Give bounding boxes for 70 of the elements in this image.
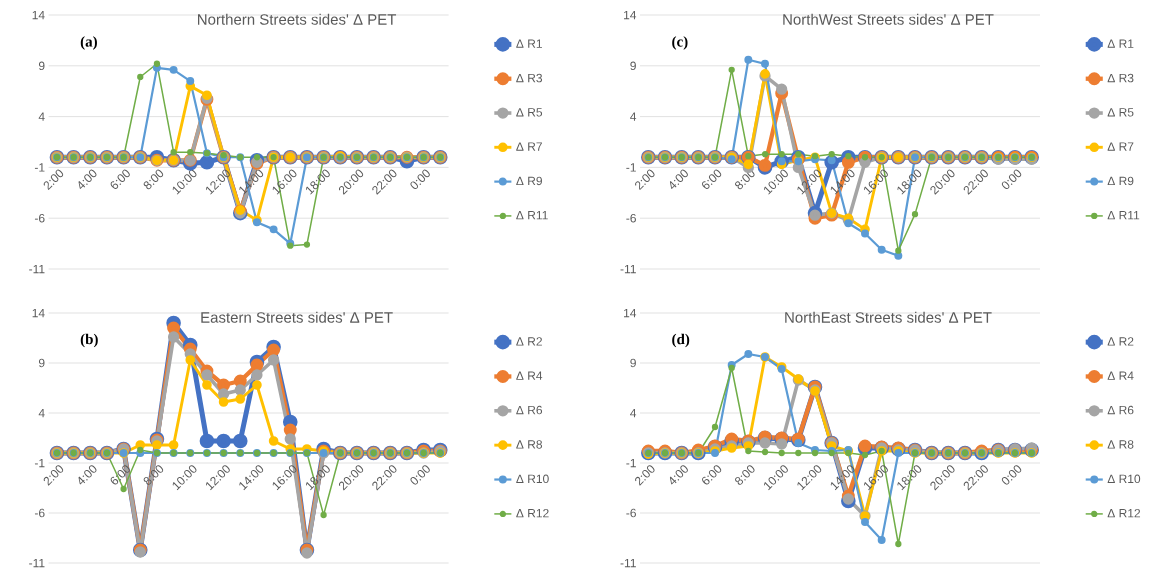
legend-label: Δ R8: [1107, 440, 1134, 449]
y-tick-label: -11: [29, 558, 45, 568]
x-tick-label: 0:00: [1001, 465, 1022, 485]
legend-label: Δ R4: [516, 371, 543, 380]
y-tick-label: -1: [34, 163, 45, 172]
legend-label: Δ R7: [516, 142, 542, 151]
chart-title: Northern Streets sides' Δ PET: [198, 13, 397, 25]
x-tick-label: 6:00: [110, 465, 130, 485]
y-tick-label: 9: [630, 358, 636, 368]
annotation: (a): [80, 36, 97, 50]
y-tick-label: -6: [626, 213, 636, 223]
legend-label: Δ R5: [516, 108, 543, 117]
legend-label: Δ R12: [516, 508, 549, 518]
y-tick-label: 9: [38, 61, 45, 71]
x-tick-label: 8:00: [735, 465, 755, 485]
y-tick-label: 4: [38, 408, 45, 418]
annotation: (b): [80, 333, 98, 348]
legend-label: Δ R9: [1107, 176, 1134, 186]
legend-label: Δ R2: [1107, 337, 1134, 346]
legend-label: Δ R11: [516, 211, 548, 220]
legend-label: Δ R3: [516, 73, 543, 83]
x-tick-label: 6:00: [702, 169, 722, 189]
y-tick-label: -11: [620, 264, 636, 274]
y-tick-label: 4: [630, 408, 637, 418]
x-tick-label: 0:00: [410, 465, 430, 485]
legend-label: Δ R1: [1107, 39, 1134, 48]
y-tick-label: 9: [630, 61, 636, 71]
x-tick-label: 8:00: [143, 465, 164, 485]
legend-label: Δ R10: [516, 474, 549, 484]
x-tick-label: 6:00: [110, 169, 130, 189]
legend-label: Δ R3: [1107, 73, 1134, 83]
legend-label: Δ R4: [1107, 371, 1134, 380]
annotation: (d): [672, 333, 690, 348]
y-tick-label: 14: [32, 10, 45, 20]
annotation: (c): [672, 36, 688, 50]
y-tick-label: -11: [29, 264, 45, 274]
legend-label: Δ R9: [516, 176, 542, 186]
chart-title: NorthEast Streets sides' Δ PET: [785, 311, 992, 323]
y-tick-label: -1: [626, 458, 636, 468]
legend-label: Δ R2: [516, 337, 542, 346]
x-tick-label: 4:00: [669, 465, 688, 485]
legend-label: Δ R5: [1107, 108, 1134, 117]
x-tick-label: 0:00: [410, 169, 430, 190]
y-tick-label: -11: [620, 558, 636, 568]
y-tick-label: -6: [34, 213, 45, 223]
y-tick-label: 4: [38, 112, 45, 121]
y-tick-label: -1: [34, 458, 45, 468]
x-tick-label: 4:00: [78, 465, 97, 485]
y-tick-label: -6: [34, 508, 45, 518]
y-tick-label: 4: [630, 112, 637, 121]
chart-title: Eastern Streets sides' Δ PET: [201, 311, 393, 323]
y-tick-label: 9: [38, 358, 45, 368]
chart-title: NorthWest Streets sides' Δ PET: [783, 13, 994, 25]
legend-label: Δ R8: [516, 440, 543, 449]
legend-label: Δ R7: [1107, 142, 1134, 151]
legend-label: Δ R11: [1107, 211, 1140, 220]
y-tick-label: 14: [624, 10, 637, 20]
y-tick-label: 14: [32, 308, 45, 318]
y-tick-label: -6: [626, 508, 636, 518]
legend-label: Δ R12: [1107, 508, 1141, 518]
x-tick-label: 6:00: [702, 465, 722, 485]
x-tick-label: 4:00: [669, 169, 688, 189]
legend-label: Δ R1: [516, 39, 542, 48]
x-tick-label: 0:00: [1001, 169, 1022, 190]
y-tick-label: -1: [626, 163, 636, 172]
x-tick-label: 4:00: [78, 169, 97, 189]
legend-label: Δ R10: [1107, 474, 1141, 484]
legend-label: Δ R6: [516, 405, 543, 415]
legend-label: Δ R6: [1107, 405, 1134, 415]
y-tick-label: 14: [624, 308, 637, 318]
